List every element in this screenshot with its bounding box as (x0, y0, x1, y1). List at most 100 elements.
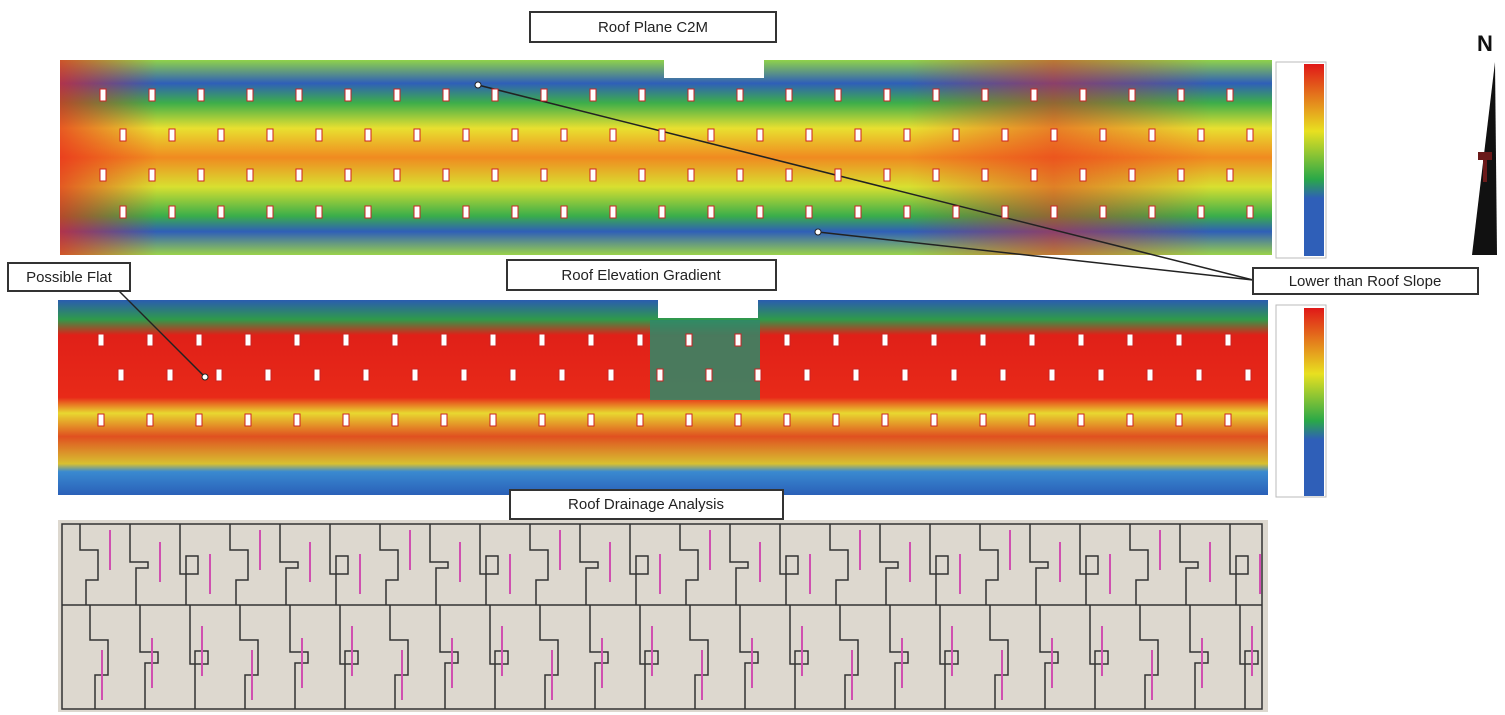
vent (904, 129, 910, 141)
vent (706, 369, 712, 381)
vent (541, 89, 547, 101)
vent (490, 414, 496, 426)
vent (196, 414, 202, 426)
vent (245, 414, 251, 426)
vent (784, 414, 790, 426)
compass-marker (1478, 152, 1492, 160)
vent (904, 206, 910, 218)
vent (686, 334, 692, 346)
vent (1080, 89, 1086, 101)
vent (492, 169, 498, 181)
vent (1225, 334, 1231, 346)
vent (1225, 414, 1231, 426)
vent (982, 89, 988, 101)
vent (610, 129, 616, 141)
vent (510, 369, 516, 381)
vent (806, 129, 812, 141)
vent (804, 369, 810, 381)
vent (884, 169, 890, 181)
vent (757, 206, 763, 218)
vent (1227, 89, 1233, 101)
vent (294, 334, 300, 346)
vent (953, 206, 959, 218)
vent (492, 89, 498, 101)
panel-title: Roof Plane C2M (598, 19, 708, 36)
vent (639, 89, 645, 101)
vent (1029, 414, 1035, 426)
vent (688, 169, 694, 181)
vent (441, 414, 447, 426)
vent (931, 334, 937, 346)
vent (147, 334, 153, 346)
vent (786, 169, 792, 181)
vent (933, 89, 939, 101)
vent (588, 334, 594, 346)
vent (1147, 369, 1153, 381)
vent (833, 414, 839, 426)
vent (931, 414, 937, 426)
vent (1078, 334, 1084, 346)
vent (1176, 334, 1182, 346)
vent (365, 129, 371, 141)
vent (316, 206, 322, 218)
vent (855, 129, 861, 141)
notch (658, 298, 758, 318)
vent (559, 369, 565, 381)
vent (735, 414, 741, 426)
vent (120, 129, 126, 141)
vent (1031, 169, 1037, 181)
vent (100, 169, 106, 181)
vent (490, 334, 496, 346)
panel-title: Roof Elevation Gradient (561, 267, 721, 284)
vent (1198, 129, 1204, 141)
compass-marker (1483, 160, 1487, 182)
vent (120, 206, 126, 218)
annotation: Lower than Roof Slope (1289, 273, 1442, 290)
annotation: Possible Flat (26, 269, 113, 286)
vent (1129, 89, 1135, 101)
vent (1127, 334, 1133, 346)
vent (365, 206, 371, 218)
vent (149, 169, 155, 181)
vent (539, 334, 545, 346)
vent (345, 89, 351, 101)
vent (1049, 369, 1055, 381)
vent (1149, 206, 1155, 218)
vent (512, 206, 518, 218)
vent (953, 129, 959, 141)
vent (196, 334, 202, 346)
vent (512, 129, 518, 141)
vent (1178, 89, 1184, 101)
vent (1031, 89, 1037, 101)
vent (100, 89, 106, 101)
vent (198, 89, 204, 101)
vent (659, 129, 665, 141)
vent (443, 169, 449, 181)
vent (314, 369, 320, 381)
vent (294, 414, 300, 426)
vent (1078, 414, 1084, 426)
vent (933, 169, 939, 181)
heatmap-patch (650, 320, 760, 400)
vent (737, 89, 743, 101)
vent (1098, 369, 1104, 381)
vent (394, 169, 400, 181)
vent (561, 206, 567, 218)
vent (345, 169, 351, 181)
vent (784, 334, 790, 346)
vent (443, 89, 449, 101)
vent (296, 89, 302, 101)
vent (610, 206, 616, 218)
vent (1100, 129, 1106, 141)
vent (688, 89, 694, 101)
vent (461, 369, 467, 381)
vent (98, 414, 104, 426)
vent (1002, 206, 1008, 218)
vent (1000, 369, 1006, 381)
vent (1129, 169, 1135, 181)
vent (414, 206, 420, 218)
vent (806, 206, 812, 218)
vent (980, 334, 986, 346)
vent (541, 169, 547, 181)
vent (735, 334, 741, 346)
